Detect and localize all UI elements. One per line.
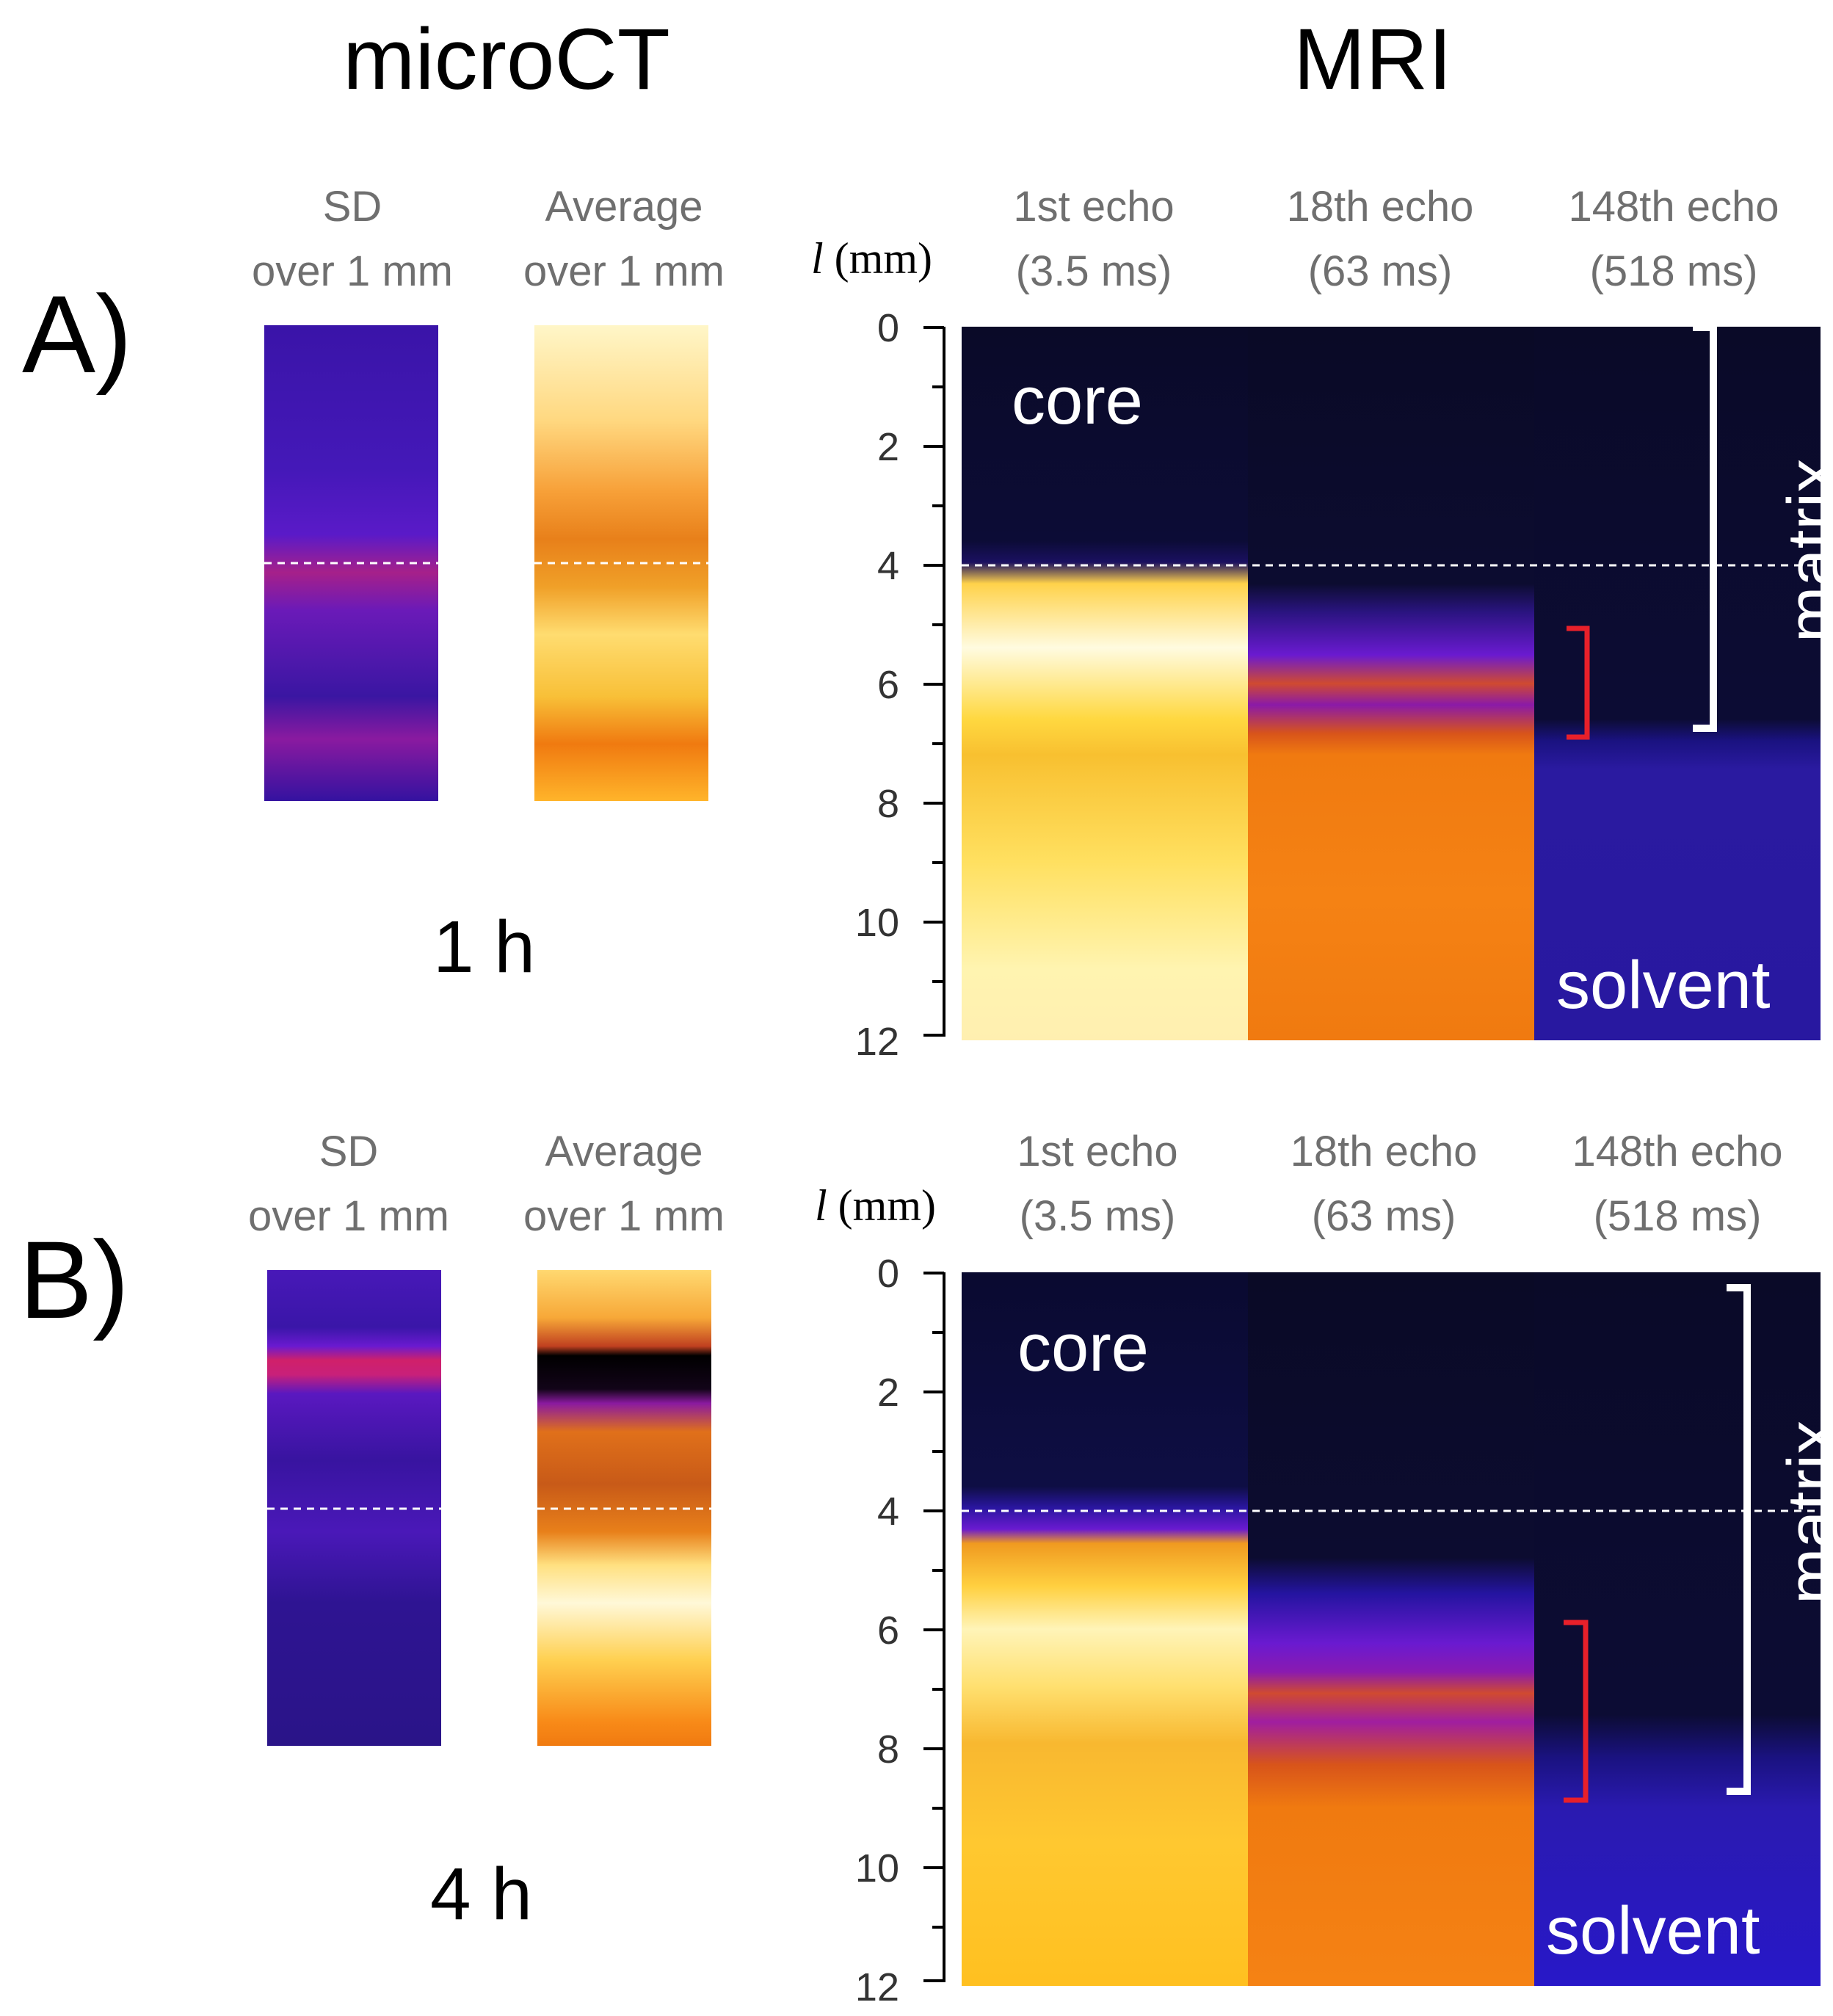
panel-b-tick-8: 8 (876, 1727, 899, 1772)
panel-a-mri-col-3-label: 148th echo (518 ms) (1568, 183, 1779, 295)
panel-a-average-label: Average over 1 mm (523, 183, 725, 295)
panel-b-y-axis (923, 1272, 945, 1982)
panel-a-sd-label: SD over 1 mm (252, 183, 453, 295)
panel-a-mri-col-1-label: 1st echo (3.5 ms) (1013, 183, 1175, 295)
panel-b-core-label: core (1017, 1310, 1149, 1385)
panel-a-tick-6: 6 (876, 663, 899, 707)
panel-a-mri-echo-1-image (962, 327, 1248, 1040)
panel-a-matrix-label: matrix (1774, 458, 1833, 643)
panel-a-matrix-bracket-icon (1693, 324, 1717, 732)
panel-a-microct-dashed-line-icon (264, 562, 708, 565)
panel-a-letter: A) (22, 272, 132, 396)
panel-a-solvent-label: solvent (1556, 948, 1771, 1023)
panel-a-time-label: 1 h (433, 906, 536, 988)
panel-b-tick-10: 10 (854, 1846, 899, 1890)
panel-a-y-axis (923, 326, 945, 1037)
panel-a-tick-0: 0 (876, 306, 899, 350)
panel-a-tick-10: 10 (854, 901, 899, 945)
panel-a-mri-echo-2-image (1248, 327, 1534, 1040)
panel-b-mri-echo-1-image (962, 1272, 1248, 1986)
panel-b-tick-4: 4 (876, 1490, 899, 1534)
panel-a-tick-2: 2 (876, 425, 899, 469)
panel-b-letter: B) (19, 1218, 129, 1341)
panel-b-time-label: 4 h (430, 1853, 533, 1935)
panel-b-tick-2: 2 (876, 1371, 899, 1415)
panel-a-mri-echo-3-image (1534, 327, 1821, 1040)
panel-b-microct-dashed-line-icon (267, 1507, 711, 1510)
panel-b-solvent-label: solvent (1546, 1893, 1760, 1968)
panel-b-tick-0: 0 (876, 1252, 899, 1296)
panel-b-mri-dashed-line-icon (962, 1509, 1833, 1512)
panel-b-average-label: Average over 1 mm (523, 1128, 725, 1240)
microct-heading: microCT (343, 11, 670, 108)
panel-a-tick-8: 8 (876, 782, 899, 826)
panel-b-tick-12: 12 (854, 1965, 899, 2009)
panel-b-matrix-label: matrix (1774, 1420, 1833, 1605)
panel-b-mri-echo-2-image (1248, 1272, 1534, 1986)
panel-b-mri-col-3-label: 148th echo (518 ms) (1572, 1128, 1783, 1240)
panel-a-tick-12: 12 (854, 1020, 899, 1064)
mri-heading: MRI (1293, 11, 1453, 108)
panel-b-mri-col-2-label: 18th echo (63 ms) (1290, 1128, 1478, 1240)
panel-b-matrix-bracket-icon (1727, 1284, 1751, 1795)
panel-a-mri-col-2-label: 18th echo (63 ms) (1286, 183, 1474, 295)
panel-b-mri-col-1-label: 1st echo (3.5 ms) (1017, 1128, 1178, 1240)
panel-b-sd-label: SD over 1 mm (248, 1128, 449, 1240)
panel-b-axis-label: l (mm) (815, 1181, 936, 1230)
panel-a-red-bracket-icon (1567, 626, 1590, 740)
panel-a-tick-4: 4 (876, 544, 899, 588)
panel-a-axis-label: l (mm) (811, 234, 932, 283)
panel-b-tick-6: 6 (876, 1609, 899, 1653)
panel-b-red-bracket-icon (1564, 1620, 1589, 1803)
panel-a-core-label: core (1012, 363, 1143, 438)
panel-b-mri-echo-3-image (1534, 1272, 1821, 1986)
